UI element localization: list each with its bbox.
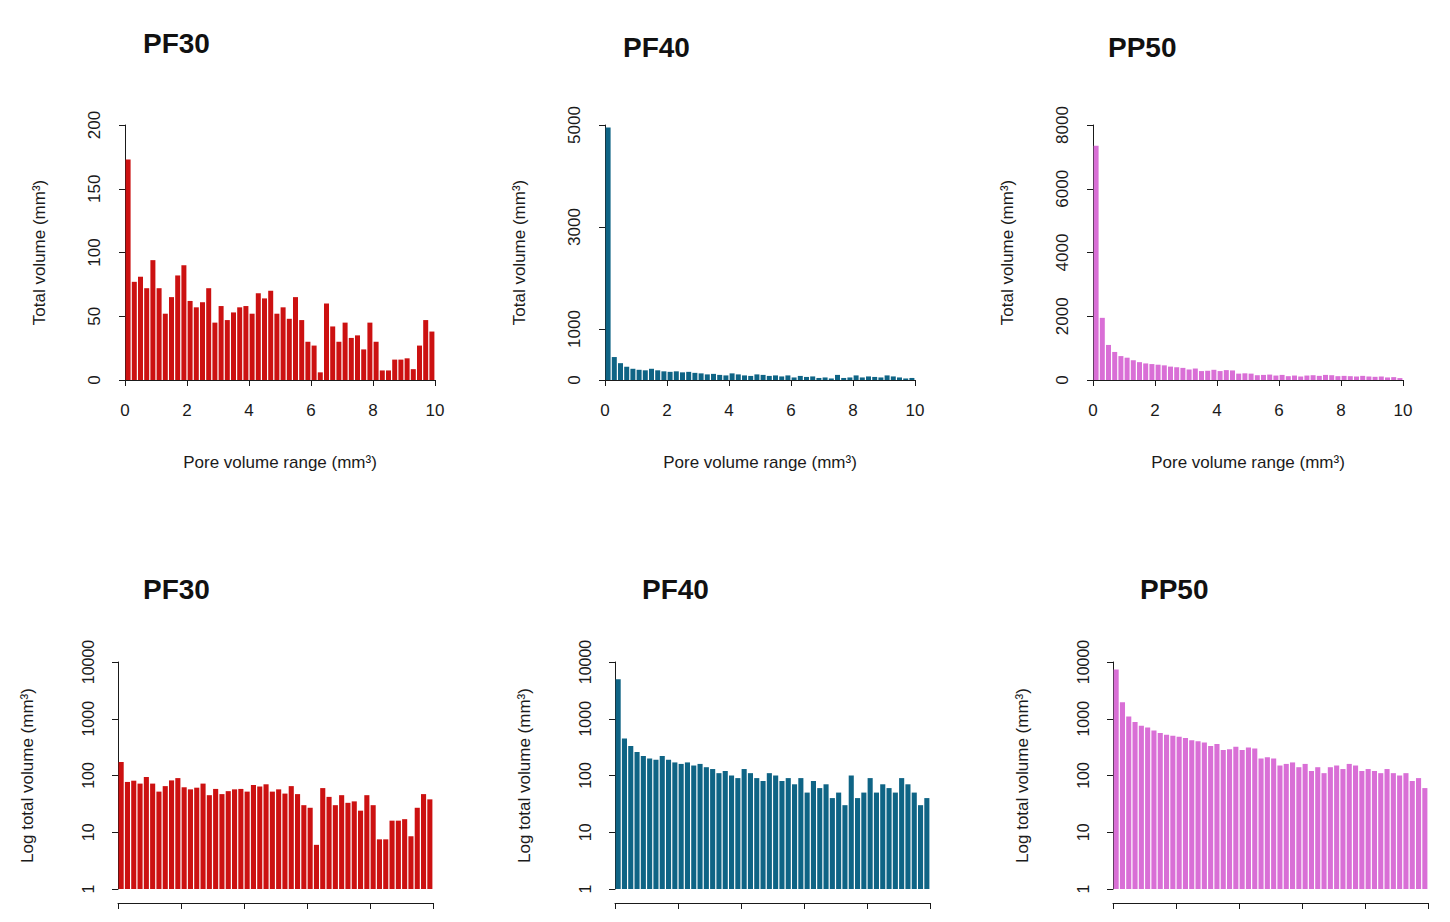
svg-text:Pore volume range (mm³): Pore volume range (mm³) [183,453,377,472]
svg-text:1000: 1000 [1075,701,1092,737]
svg-text:Pore volume range (mm³): Pore volume range (mm³) [1151,453,1345,472]
svg-text:10000: 10000 [577,640,594,685]
svg-text:6: 6 [786,401,795,420]
svg-text:6000: 6000 [1053,170,1072,208]
svg-text:1000: 1000 [80,701,97,737]
svg-text:8: 8 [1336,401,1345,420]
svg-text:10: 10 [426,401,445,420]
svg-text:10: 10 [80,823,97,841]
svg-text:8: 8 [368,401,377,420]
svg-text:0: 0 [120,401,129,420]
svg-text:8000: 8000 [1053,106,1072,144]
svg-text:4: 4 [724,401,733,420]
svg-text:0: 0 [1053,375,1072,384]
svg-text:100: 100 [1075,762,1092,789]
svg-text:10: 10 [577,823,594,841]
svg-text:10: 10 [1075,823,1092,841]
svg-text:8: 8 [848,401,857,420]
svg-text:4000: 4000 [1053,234,1072,272]
svg-text:Total volume (mm³): Total volume (mm³) [30,180,49,325]
svg-text:10000: 10000 [1075,640,1092,685]
svg-text:100: 100 [80,762,97,789]
svg-text:0: 0 [600,401,609,420]
svg-text:5000: 5000 [565,106,584,144]
svg-text:1: 1 [577,884,594,893]
svg-text:2: 2 [1150,401,1159,420]
svg-text:Log total volume (mm³): Log total volume (mm³) [1013,688,1032,863]
svg-text:0: 0 [565,375,584,384]
svg-text:1000: 1000 [565,310,584,348]
svg-text:0: 0 [85,375,104,384]
svg-text:PP50: PP50 [1108,32,1177,63]
svg-text:1: 1 [1075,884,1092,893]
svg-text:4: 4 [1212,401,1221,420]
svg-text:6: 6 [1274,401,1283,420]
svg-text:10: 10 [1394,401,1413,420]
svg-text:Total volume (mm³): Total volume (mm³) [510,180,529,325]
svg-text:Total volume (mm³): Total volume (mm³) [998,180,1017,325]
svg-text:1000: 1000 [577,701,594,737]
svg-text:200: 200 [85,111,104,139]
svg-text:PF30: PF30 [143,574,210,605]
svg-text:Log total volume (mm³): Log total volume (mm³) [515,688,534,863]
svg-text:6: 6 [306,401,315,420]
svg-text:4: 4 [244,401,253,420]
svg-text:3000: 3000 [565,208,584,246]
svg-text:1: 1 [80,884,97,893]
svg-text:2: 2 [182,401,191,420]
svg-text:100: 100 [577,762,594,789]
svg-text:0: 0 [1088,401,1097,420]
svg-text:PF40: PF40 [623,32,690,63]
svg-text:PF30: PF30 [143,28,210,59]
svg-text:10: 10 [906,401,925,420]
svg-text:PF40: PF40 [642,574,709,605]
svg-text:150: 150 [85,175,104,203]
svg-text:2000: 2000 [1053,297,1072,335]
svg-text:Log total volume (mm³): Log total volume (mm³) [18,688,37,863]
svg-text:PP50: PP50 [1140,574,1209,605]
svg-text:Pore volume range (mm³): Pore volume range (mm³) [663,453,857,472]
svg-text:50: 50 [85,307,104,326]
svg-text:100: 100 [85,238,104,266]
svg-text:2: 2 [662,401,671,420]
svg-text:10000: 10000 [80,640,97,685]
